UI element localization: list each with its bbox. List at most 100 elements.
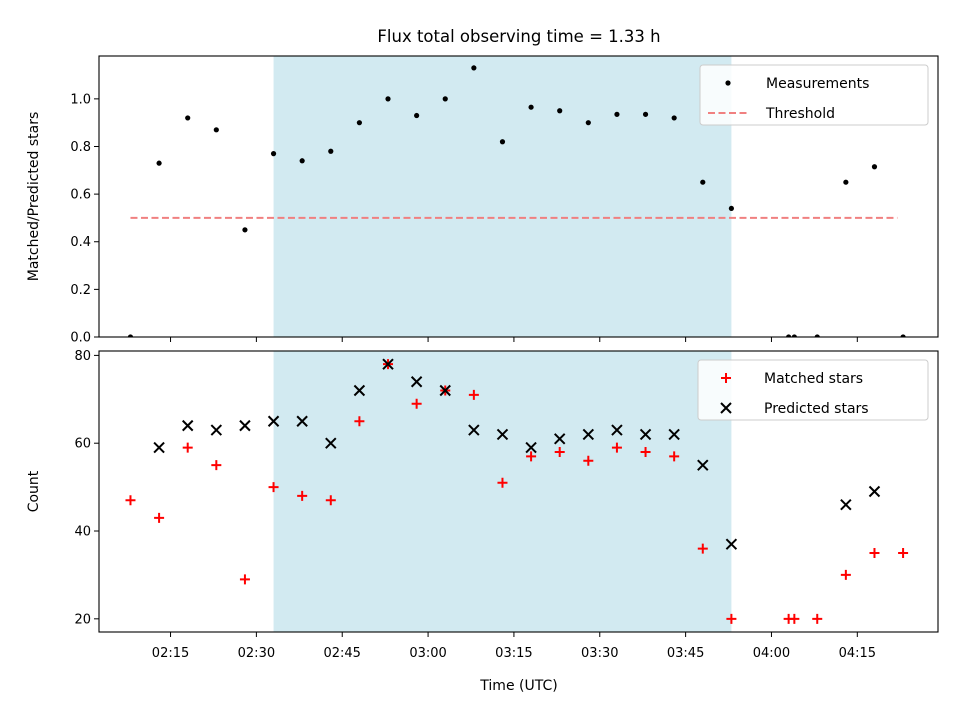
x-tick-label: 04:00 [753,646,790,661]
data-point [814,334,820,337]
data-point [728,205,734,212]
data-point [268,482,279,493]
data-point [525,441,537,454]
data-point [239,574,250,585]
data-point [496,428,509,441]
data-point [583,455,594,466]
data-point [614,111,620,117]
data-point [497,477,508,488]
data-point [668,428,680,441]
y-tick-label: 0.6 [70,188,91,203]
observing-span [273,351,732,632]
x-axis-label: Time (UTC) [479,678,557,694]
data-point [554,446,565,457]
legend-swatch [721,373,731,383]
data-point [700,179,706,185]
x-tick-label: 02:45 [323,646,360,661]
data-point [789,613,800,624]
y-tick-label: 0.0 [70,331,91,346]
y-tick-label: 60 [74,437,91,452]
data-point [356,120,362,126]
plot-area [127,65,906,337]
data-point [526,451,537,462]
data-point [640,446,651,457]
data-point [871,164,878,170]
data-point [726,613,737,624]
data-point [354,416,365,427]
y-tick-label: 0.2 [70,283,91,298]
x-tick-label: 03:00 [409,646,446,661]
data-point [812,613,823,624]
data-point [557,108,563,114]
x-tick-label: 03:45 [667,646,704,661]
data-point [671,115,677,121]
data-point [869,547,880,558]
data-point [385,96,391,102]
data-point [154,512,165,523]
data-point [642,111,649,117]
legend-label: Threshold [765,106,835,122]
y-tick-label: 40 [74,525,91,540]
data-point [325,437,337,449]
data-point [382,358,394,370]
data-point [439,384,451,397]
data-point [185,115,191,121]
data-point [411,398,422,409]
legend-label: Measurements [766,76,869,92]
data-point [840,498,852,511]
x-tick-label: 04:15 [839,646,876,661]
y-axis-label: Count [26,470,42,512]
data-point [725,538,738,550]
data-point [791,334,797,337]
x-tick-label: 02:15 [152,646,189,661]
plot-area [125,358,909,624]
legend-box [697,359,929,421]
data-point [468,389,479,400]
data-point [410,376,423,388]
data-point [585,120,591,126]
chart-title: Flux total observing time = 1.33 h [377,27,660,46]
legend-label: Predicted stars [764,401,869,417]
data-point [611,424,623,436]
data-point [353,384,366,397]
legend-label: Matched stars [764,371,863,387]
data-point [328,148,334,154]
data-point [414,112,420,119]
data-point [213,127,219,133]
legend-box [699,64,929,126]
legend: Matched stars Predicted stars [697,359,929,421]
data-point [639,428,652,441]
data-point [840,569,851,580]
legend-swatch [720,402,732,414]
y-tick-label: 80 [74,349,91,364]
data-point [127,334,134,337]
data-point [697,543,708,554]
data-point [156,160,162,166]
data-point [125,495,136,506]
data-point [471,65,477,71]
top-panel: 0.0 0.2 0.4 0.6 0.8 1.0 Matched/Predicted star… [26,55,939,346]
data-point [843,179,849,185]
data-point [211,460,222,471]
y-tick-label: 0.8 [70,140,91,155]
data-point [786,334,792,337]
x-axis: 02:15 02:30 02:45 03:00 03:15 03:30 03:45 04:00… [152,646,876,661]
bottom-panel: 20 40 60 80 Count Matched stars Predicted star… [26,349,939,637]
data-point [153,441,165,454]
data-point [267,415,280,427]
data-point [325,495,336,506]
axes-frame [98,55,939,338]
data-point [296,415,308,427]
y-tick-label: 0.4 [70,235,91,250]
x-tick-label: 03:15 [495,646,532,661]
data-point [697,459,709,471]
y-tick-label: 20 [74,612,91,627]
data-point [442,96,448,102]
y-tick-label: 1.0 [70,92,91,107]
axes-frame [98,350,939,633]
x-tick-label: 02:30 [238,646,275,661]
data-point [181,419,194,432]
data-point [582,428,595,441]
data-point [242,227,248,233]
